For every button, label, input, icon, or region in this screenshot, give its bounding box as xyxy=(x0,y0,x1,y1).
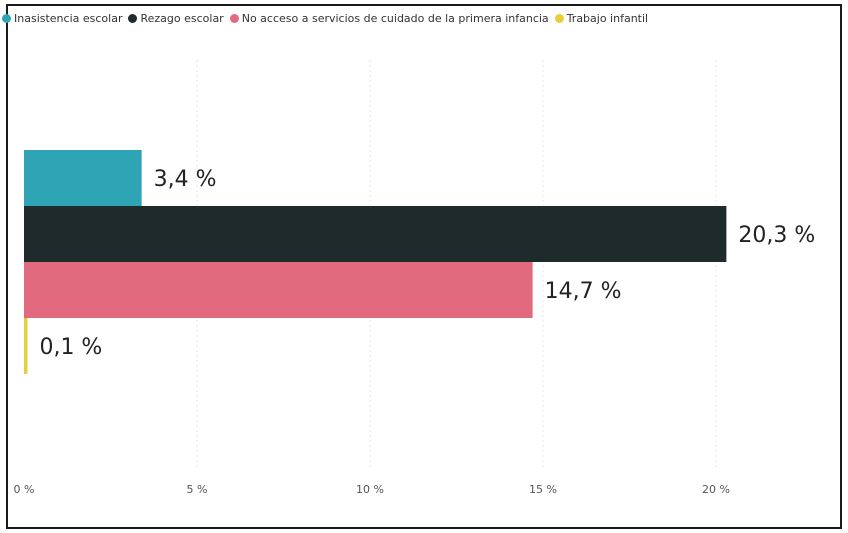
bar-1[interactable] xyxy=(24,150,142,206)
legend-label: Inasistencia escolar xyxy=(14,12,123,25)
legend-marker-icon xyxy=(229,14,239,23)
bar-3[interactable] xyxy=(24,262,533,318)
x-tick-label: 15 % xyxy=(529,483,557,496)
data-label: 14,7 % xyxy=(545,279,622,304)
legend-item-trabajo-infantil[interactable]: Trabajo infantil xyxy=(554,12,649,25)
bar-2[interactable] xyxy=(24,206,727,262)
legend-label: Rezago escolar xyxy=(140,12,224,25)
legend-label: No acceso a servicios de cuidado de la p… xyxy=(241,12,549,25)
x-tick-label: 20 % xyxy=(702,483,730,496)
x-tick-label: 5 % xyxy=(187,483,208,496)
data-label: 20,3 % xyxy=(738,223,815,248)
legend-marker-icon xyxy=(128,14,138,23)
chart-legend: Inasistencia escolar Rezago escolar No a… xyxy=(2,12,654,25)
legend-marker-icon xyxy=(2,14,11,23)
bar-4[interactable] xyxy=(24,318,28,374)
legend-item-inasistencia[interactable]: Inasistencia escolar xyxy=(2,12,122,25)
x-tick-label: 10 % xyxy=(356,483,384,496)
data-label: 3,4 % xyxy=(154,167,217,192)
legend-marker-icon xyxy=(554,14,564,23)
x-tick-label: 0 % xyxy=(14,483,35,496)
legend-label: Trabajo infantil xyxy=(566,12,649,25)
legend-item-rezago[interactable]: Rezago escolar xyxy=(128,12,224,25)
data-label: 0,1 % xyxy=(39,335,102,360)
legend-item-no-acceso[interactable]: No acceso a servicios de cuidado de la p… xyxy=(229,12,549,25)
